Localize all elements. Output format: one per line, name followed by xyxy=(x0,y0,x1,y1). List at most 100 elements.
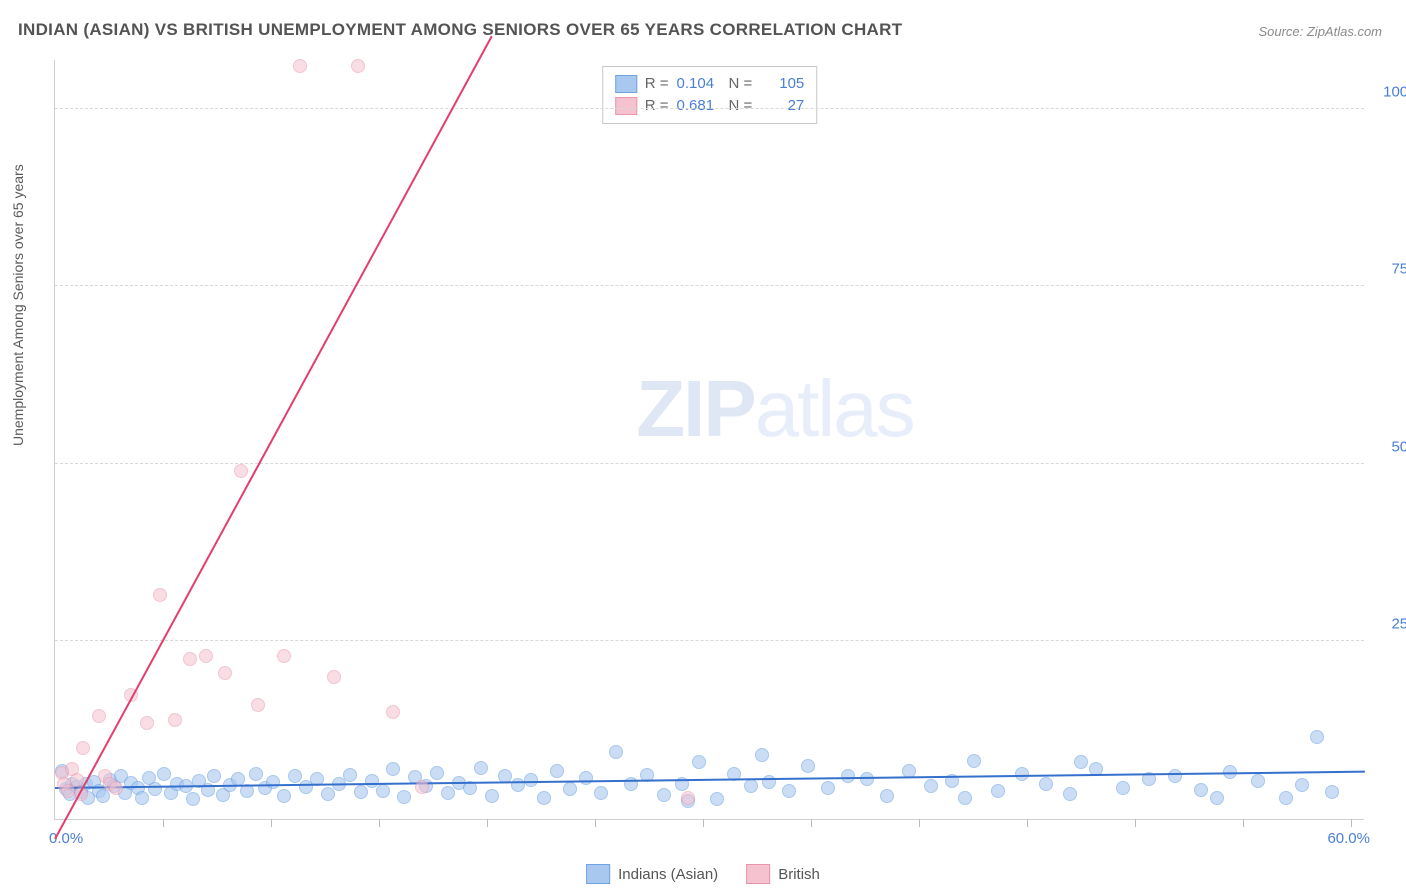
series-legend: Indians (Asian) British xyxy=(586,864,820,884)
swatch-icon xyxy=(746,864,770,884)
data-point xyxy=(657,788,671,802)
data-point xyxy=(1116,781,1130,795)
stat-r-label: R = xyxy=(645,95,669,117)
data-point xyxy=(1325,785,1339,799)
data-point xyxy=(579,771,593,785)
data-point xyxy=(1279,791,1293,805)
x-tick xyxy=(595,819,596,827)
data-point xyxy=(563,782,577,796)
data-point xyxy=(1210,791,1224,805)
x-tick xyxy=(1243,819,1244,827)
data-point xyxy=(386,762,400,776)
data-point xyxy=(70,773,84,787)
data-point xyxy=(782,784,796,798)
trend-line xyxy=(54,36,492,840)
data-point xyxy=(880,789,894,803)
x-tick xyxy=(379,819,380,827)
data-point xyxy=(609,745,623,759)
data-point xyxy=(135,791,149,805)
data-point xyxy=(351,59,365,73)
stat-r-label: R = xyxy=(645,73,669,95)
data-point xyxy=(376,784,390,798)
data-point xyxy=(234,464,248,478)
data-point xyxy=(594,786,608,800)
swatch-icon xyxy=(615,75,637,93)
x-end-label: 60.0% xyxy=(1327,830,1370,847)
data-point xyxy=(207,769,221,783)
y-tick-label: 100.0% xyxy=(1374,83,1406,100)
stats-legend-box: R =0.104N =105R =0.681N =27 xyxy=(602,66,818,124)
data-point xyxy=(474,761,488,775)
legend-item: Indians (Asian) xyxy=(586,864,718,884)
data-point xyxy=(958,791,972,805)
data-point xyxy=(860,772,874,786)
data-point xyxy=(991,784,1005,798)
stat-n-label: N = xyxy=(729,73,753,95)
data-point xyxy=(153,588,167,602)
data-point xyxy=(148,782,162,796)
x-tick xyxy=(919,819,920,827)
x-tick xyxy=(271,819,272,827)
data-point xyxy=(386,705,400,719)
data-point xyxy=(157,767,171,781)
swatch-icon xyxy=(615,97,637,115)
stat-n-label: N = xyxy=(729,95,753,117)
data-point xyxy=(293,59,307,73)
x-tick xyxy=(811,819,812,827)
data-point xyxy=(354,785,368,799)
legend-label: Indians (Asian) xyxy=(618,866,718,883)
data-point xyxy=(92,709,106,723)
data-point xyxy=(430,766,444,780)
data-point xyxy=(485,789,499,803)
data-point xyxy=(277,789,291,803)
legend-label: British xyxy=(778,866,820,883)
x-tick xyxy=(1135,819,1136,827)
data-point xyxy=(1194,783,1208,797)
data-point xyxy=(1251,774,1265,788)
x-tick xyxy=(487,819,488,827)
data-point xyxy=(249,767,263,781)
data-point xyxy=(168,713,182,727)
gridline xyxy=(55,463,1364,464)
data-point xyxy=(755,748,769,762)
swatch-icon xyxy=(586,864,610,884)
data-point xyxy=(550,764,564,778)
data-point xyxy=(967,754,981,768)
y-axis-label: Unemployment Among Seniors over 65 years xyxy=(10,164,26,446)
x-tick xyxy=(163,819,164,827)
data-point xyxy=(397,790,411,804)
data-point xyxy=(321,787,335,801)
data-point xyxy=(821,781,835,795)
data-point xyxy=(266,775,280,789)
y-tick-label: 75.0% xyxy=(1374,261,1406,278)
data-point xyxy=(924,779,938,793)
data-point xyxy=(76,741,90,755)
data-point xyxy=(1310,730,1324,744)
data-point xyxy=(1039,777,1053,791)
data-point xyxy=(1295,778,1309,792)
data-point xyxy=(841,769,855,783)
chart-title: INDIAN (ASIAN) VS BRITISH UNEMPLOYMENT A… xyxy=(18,20,902,40)
gridline xyxy=(55,108,1364,109)
data-point xyxy=(681,791,695,805)
data-point xyxy=(277,649,291,663)
data-point xyxy=(183,652,197,666)
data-point xyxy=(96,789,110,803)
data-point xyxy=(524,773,538,787)
data-point xyxy=(537,791,551,805)
stats-row: R =0.681N =27 xyxy=(615,95,805,117)
data-point xyxy=(251,698,265,712)
stat-r-value: 0.681 xyxy=(677,95,721,117)
data-point xyxy=(343,768,357,782)
gridline xyxy=(55,640,1364,641)
data-point xyxy=(218,666,232,680)
stat-n-value: 105 xyxy=(760,73,804,95)
scatter-plot: ZIPatlas R =0.104N =105R =0.681N =27 0.0… xyxy=(54,60,1364,820)
data-point xyxy=(441,786,455,800)
gridline xyxy=(55,285,1364,286)
data-point xyxy=(710,792,724,806)
x-tick xyxy=(1351,819,1352,827)
data-point xyxy=(1168,769,1182,783)
y-tick-label: 25.0% xyxy=(1374,616,1406,633)
data-point xyxy=(415,780,429,794)
